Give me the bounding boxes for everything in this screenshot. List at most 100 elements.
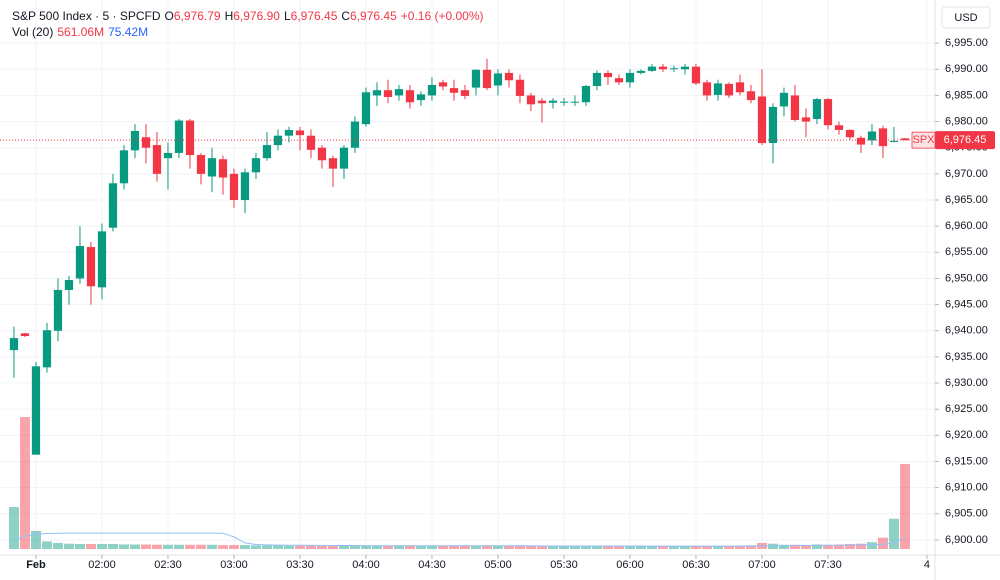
y-tick-label: 6,950.00 (945, 272, 988, 284)
legend-row: Vol (20) 561.06M 75.42M (12, 24, 484, 40)
candle-body (262, 145, 272, 159)
y-tick-label: 6,960.00 (945, 220, 988, 232)
y-tick-label: 6,955.00 (945, 246, 988, 258)
legend: S&P 500 Index · 5 · SPCFD O 6,976.79 H 6,97… (12, 8, 484, 40)
x-tick-label: 03:00 (220, 559, 248, 571)
volume-label[interactable]: Vol (20) (12, 25, 54, 39)
volume-bar (481, 545, 492, 549)
candle-body (504, 72, 514, 81)
x-tick-label: 05:30 (550, 559, 578, 571)
candle-body (460, 90, 470, 96)
candle-body (416, 94, 426, 101)
volume-bar (635, 546, 646, 549)
volume-bar (789, 544, 800, 549)
candle-body (680, 66, 690, 70)
last-price-label: 6,976.45 (944, 134, 987, 146)
change: +0.16 (+0.00%) (400, 9, 484, 23)
candle-body (152, 145, 162, 174)
candle-body (482, 69, 492, 89)
volume-bar (217, 545, 228, 549)
volume-bar (701, 545, 712, 549)
candle-body (702, 82, 712, 96)
candle-body (295, 130, 305, 136)
candle-body (284, 129, 294, 136)
volume-bar (228, 545, 239, 549)
volume-bar (646, 546, 657, 549)
candle-body (339, 147, 349, 169)
x-tick-label: 4 (924, 559, 930, 571)
candle-body (581, 86, 591, 103)
volume-bar (844, 544, 855, 549)
ohlc-label: C (341, 9, 351, 23)
volume-bar (294, 545, 305, 549)
volume-bar (866, 542, 877, 549)
ohlc-value: 6,976.79 (173, 9, 221, 23)
volume-bar (162, 544, 173, 549)
candle-body (273, 135, 283, 146)
x-tick-label: 04:00 (352, 559, 380, 571)
symbol-title[interactable]: S&P 500 Index · 5 · SPCFD (12, 9, 161, 23)
ohlc-item: O 6,976.79 (165, 8, 221, 24)
volume-bar (360, 545, 371, 549)
y-tick-label: 6,985.00 (945, 89, 988, 101)
volume-bar (382, 545, 393, 549)
volume-bar (778, 544, 789, 549)
volume-bar (888, 518, 899, 549)
candle-body (757, 96, 767, 144)
candle-body (185, 120, 195, 156)
candle-body (229, 173, 239, 201)
candle-body (86, 247, 96, 287)
candle-body (218, 159, 228, 178)
volume-bar (74, 544, 85, 549)
candle-body (812, 99, 822, 119)
y-tick-label: 6,935.00 (945, 351, 988, 363)
y-tick-label: 6,925.00 (945, 403, 988, 415)
volume-bar (690, 545, 701, 549)
candle-body (427, 84, 437, 96)
volume-bar (316, 545, 327, 549)
symbol-tag-label: SPX (912, 134, 935, 146)
y-tick-label: 6,920.00 (945, 429, 988, 441)
candle-body (669, 68, 679, 70)
volume-bar (371, 545, 382, 549)
candle-body (658, 66, 668, 70)
y-tick-label: 6,965.00 (945, 194, 988, 206)
volume-bar (569, 546, 580, 549)
candle-body (790, 95, 800, 121)
candle-body (735, 82, 745, 93)
volume-bar (536, 546, 547, 549)
candle-body (64, 280, 74, 290)
x-tick-label: 07:00 (748, 559, 776, 571)
candle-body (383, 90, 393, 97)
volume-bar (30, 530, 41, 549)
ohlc-value: 6,976.45 (350, 9, 397, 23)
volume-bar (459, 545, 470, 549)
x-tick-label: Feb (26, 559, 46, 571)
x-tick-label: 06:00 (616, 559, 644, 571)
currency-box[interactable] (941, 6, 991, 29)
volume-bar (393, 545, 404, 549)
volume-bar (129, 544, 140, 549)
volume-bar (877, 537, 888, 549)
ohlc-value: 6,976.45 (290, 9, 338, 23)
volume-bar (404, 545, 415, 549)
volume-bar (668, 546, 679, 549)
volume-bar (811, 544, 822, 549)
y-tick-label: 6,945.00 (945, 299, 988, 311)
ohlc-value: 6,976.90 (233, 9, 280, 23)
candle-body (328, 158, 338, 169)
volume-bar (107, 544, 118, 549)
volume-bar (349, 545, 360, 549)
volume-bar (624, 546, 635, 549)
volume-bar (272, 545, 283, 549)
ohlc-item: C 6,976.45 (341, 8, 396, 24)
candle-body (614, 78, 624, 83)
candle-body (372, 90, 382, 96)
legend-row: S&P 500 Index · 5 · SPCFD O 6,976.79 H 6,97… (12, 8, 484, 24)
x-tick-label: 07:30 (814, 559, 842, 571)
volume-bar (679, 546, 690, 549)
last-price-tag (935, 131, 995, 150)
candle-body (405, 90, 415, 103)
volume-bar (712, 545, 723, 549)
